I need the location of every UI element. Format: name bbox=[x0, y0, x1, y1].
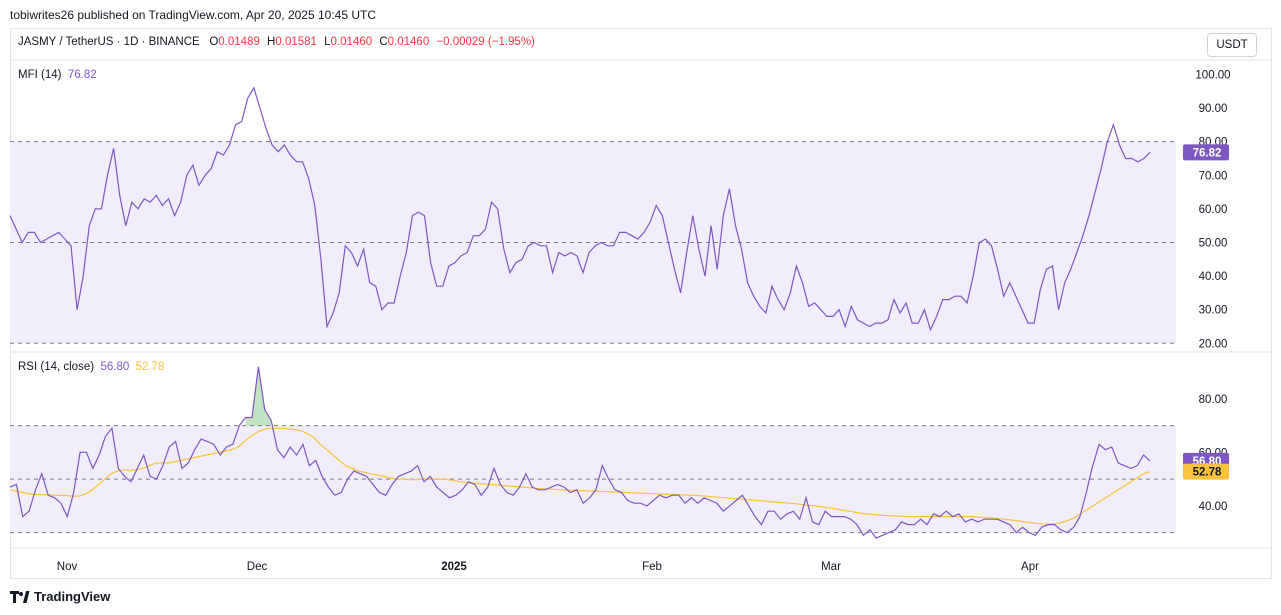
rsi-ma-line bbox=[9, 427, 1151, 525]
change-value: −0.00029 (−1.95%) bbox=[436, 36, 535, 48]
mfi-y-tick: 100.00 bbox=[1195, 69, 1230, 81]
x-tick-label: Feb bbox=[642, 561, 662, 573]
x-tick-label: Mar bbox=[821, 561, 841, 573]
mfi-title: MFI (14) bbox=[18, 69, 62, 81]
rsi-band-fill bbox=[10, 425, 1176, 533]
rsi-line bbox=[9, 366, 1151, 539]
rsi-legend-value: 56.80 bbox=[100, 361, 130, 373]
mfi-last-value-label: 76.82 bbox=[1193, 147, 1222, 159]
mfi-y-tick: 50.00 bbox=[1199, 237, 1228, 249]
mfi-legend[interactable]: MFI (14) 76.82 bbox=[18, 69, 97, 81]
rsi-y-tick: 80.00 bbox=[1199, 394, 1228, 406]
rsi-ma-legend-value: 52.78 bbox=[135, 361, 165, 373]
mfi-legend-value: 76.82 bbox=[67, 69, 97, 81]
close-value: 0.01460 bbox=[387, 36, 430, 48]
mfi-y-tick: 30.00 bbox=[1199, 305, 1228, 317]
x-tick-label: Dec bbox=[247, 561, 268, 573]
rsi-ma-last-value-label: 52.78 bbox=[1193, 467, 1222, 479]
currency-button[interactable]: USDT bbox=[1207, 33, 1257, 57]
symbol-bar: JASMY / TetherUS · 1D · BINANCE O0.01489… bbox=[18, 36, 539, 48]
mfi-y-tick: 40.00 bbox=[1199, 271, 1228, 283]
x-tick-label: 2025 bbox=[441, 561, 467, 573]
tradingview-footer: TradingView bbox=[10, 589, 110, 604]
x-tick-label: Apr bbox=[1021, 561, 1039, 573]
x-tick-label: Nov bbox=[57, 561, 78, 573]
mfi-y-tick: 90.00 bbox=[1199, 103, 1228, 115]
close-label: C bbox=[379, 36, 388, 48]
high-label: H bbox=[267, 36, 276, 48]
low-label: L bbox=[324, 36, 331, 48]
mfi-line bbox=[9, 86, 1151, 332]
high-value: 0.01581 bbox=[275, 36, 317, 48]
rsi-y-tick: 40.00 bbox=[1199, 501, 1228, 513]
mfi-y-tick: 20.00 bbox=[1199, 338, 1228, 350]
mfi-y-tick: 60.00 bbox=[1199, 204, 1228, 216]
rsi-overbought-fill bbox=[245, 366, 272, 426]
open-label: O bbox=[209, 36, 219, 48]
publisher-line: tobiwrites26 published on TradingView.co… bbox=[10, 8, 376, 22]
tradingview-logo-icon bbox=[10, 590, 30, 603]
mfi-band-fill bbox=[10, 141, 1176, 344]
low-value: 0.01460 bbox=[330, 36, 373, 48]
open-value: 0.01489 bbox=[218, 36, 260, 48]
mfi-y-tick: 70.00 bbox=[1199, 170, 1228, 182]
rsi-ma-last-value-tag bbox=[1183, 463, 1229, 480]
symbol-name[interactable]: JASMY / TetherUS · 1D · BINANCE bbox=[18, 36, 200, 48]
rsi-title: RSI (14, close) bbox=[18, 361, 95, 373]
rsi-legend[interactable]: RSI (14, close) 56.80 52.78 bbox=[18, 361, 164, 373]
footer-brand: TradingView bbox=[34, 589, 111, 604]
mfi-last-value-tag bbox=[1183, 144, 1229, 161]
